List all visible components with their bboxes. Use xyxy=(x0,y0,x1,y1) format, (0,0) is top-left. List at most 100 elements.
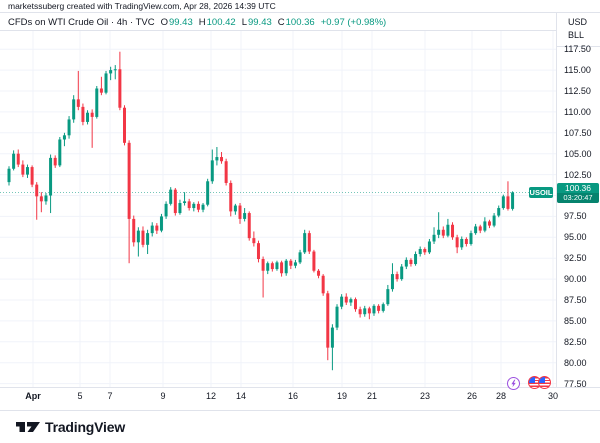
candle-body xyxy=(501,196,505,209)
price-tick-label: 90.00 xyxy=(564,274,587,285)
candle-body xyxy=(275,262,279,270)
candle-body xyxy=(409,259,413,265)
time-tick-label: 14 xyxy=(235,391,246,401)
price-tick-label: 77.50 xyxy=(564,378,587,389)
candle-body xyxy=(72,99,76,120)
legend-row: CFDs on WTI Crude Oil · 4h · TVC O 99.43 … xyxy=(0,14,556,31)
candle-body xyxy=(159,216,163,231)
candle-body xyxy=(7,168,11,183)
unit-measure: BLL xyxy=(568,30,585,40)
candle-body xyxy=(330,327,334,348)
candle-body xyxy=(497,208,501,216)
close-value: 100.36 xyxy=(285,16,315,28)
candle-body xyxy=(349,299,353,303)
candle-body xyxy=(358,309,362,315)
price-tick-label: 107.50 xyxy=(564,127,592,138)
open-value: 99.43 xyxy=(168,16,193,28)
candle-body xyxy=(270,263,274,270)
candle-body xyxy=(21,164,25,175)
candle-body xyxy=(164,203,168,217)
candle-body xyxy=(363,308,367,315)
price-tick-label: 87.50 xyxy=(564,295,587,305)
candle-body xyxy=(367,308,371,314)
candle-body xyxy=(178,203,182,214)
candle-body xyxy=(372,305,376,314)
lightning-icon xyxy=(511,379,516,388)
price-tick-label: 80.00 xyxy=(564,357,587,368)
price-tick-label: 82.50 xyxy=(564,336,587,347)
candle-body xyxy=(312,251,316,271)
unit-selector[interactable]: USD BLL xyxy=(557,13,600,47)
candle-body xyxy=(30,167,34,185)
candle-body xyxy=(220,157,224,162)
candle-body xyxy=(256,243,260,260)
candle-body xyxy=(261,259,265,271)
candle-body xyxy=(12,153,16,169)
candle-body xyxy=(354,299,357,310)
candle-body xyxy=(224,161,228,183)
candle-body xyxy=(104,73,108,93)
candle-body xyxy=(455,237,459,248)
candle-body xyxy=(39,196,43,202)
candle-body xyxy=(280,262,284,274)
candle-body xyxy=(483,221,487,231)
price-tick-label: 112.50 xyxy=(564,86,591,96)
candle-body xyxy=(511,192,515,209)
candle-body xyxy=(173,189,177,214)
attribution-bar: marketssuberg created with TradingView.c… xyxy=(0,0,600,13)
candle-body xyxy=(233,205,237,212)
candle-body xyxy=(474,226,478,234)
candle-body xyxy=(229,182,233,212)
us-economic-events-icon[interactable] xyxy=(528,376,553,390)
candle-body xyxy=(238,205,242,219)
candle-body xyxy=(437,229,441,235)
candle-body xyxy=(492,215,496,226)
economic-event-lightning-icon[interactable] xyxy=(507,377,520,390)
candle-body xyxy=(118,69,122,108)
candle-body xyxy=(150,225,154,234)
candle-body xyxy=(506,196,510,209)
price-tick-label: 92.50 xyxy=(564,253,587,264)
candle-body xyxy=(113,69,117,71)
price-tick-label: 115.00 xyxy=(564,65,591,76)
candle-body xyxy=(35,184,39,197)
tradingview-logo-icon[interactable] xyxy=(16,419,40,435)
time-tick-label: 5 xyxy=(77,391,83,401)
candle-body xyxy=(109,70,113,74)
time-tick-label: 12 xyxy=(205,391,216,401)
brand-name[interactable]: TradingView xyxy=(45,419,126,435)
footer: TradingView xyxy=(0,410,600,443)
candle-body xyxy=(441,229,445,236)
candle-body xyxy=(99,88,103,93)
candle-body xyxy=(196,203,200,210)
change-value: +0.97 (+0.98%) xyxy=(320,16,387,28)
candle-body xyxy=(446,224,450,236)
candle-body xyxy=(400,266,404,280)
symbol-title[interactable]: CFDs on WTI Crude Oil · 4h · TVC xyxy=(8,16,155,28)
candle-body xyxy=(284,260,288,274)
time-tick-label: Apr xyxy=(25,391,41,401)
candle-body xyxy=(62,135,66,140)
candle-body xyxy=(187,201,191,209)
candle-body xyxy=(335,306,339,328)
candle-body xyxy=(469,233,473,244)
candle-body xyxy=(414,254,418,265)
candle-body xyxy=(395,274,399,280)
candle-body xyxy=(293,262,297,266)
candle-body xyxy=(210,160,214,182)
candle-body xyxy=(427,241,431,253)
candle-body xyxy=(25,167,29,175)
candle-body xyxy=(381,304,385,311)
time-axis[interactable] xyxy=(0,387,600,410)
candle-body xyxy=(252,238,256,244)
candle-body xyxy=(132,218,136,243)
ohlc-high: H 100.42 xyxy=(199,17,236,28)
time-tick-label: 7 xyxy=(107,391,113,401)
candle-body xyxy=(201,204,205,210)
price-tick-label: 97.50 xyxy=(564,211,587,222)
candle-body xyxy=(386,289,390,305)
candle-body xyxy=(487,221,491,226)
last-price-value: 100.36 xyxy=(565,183,591,194)
candle-body xyxy=(326,293,330,348)
